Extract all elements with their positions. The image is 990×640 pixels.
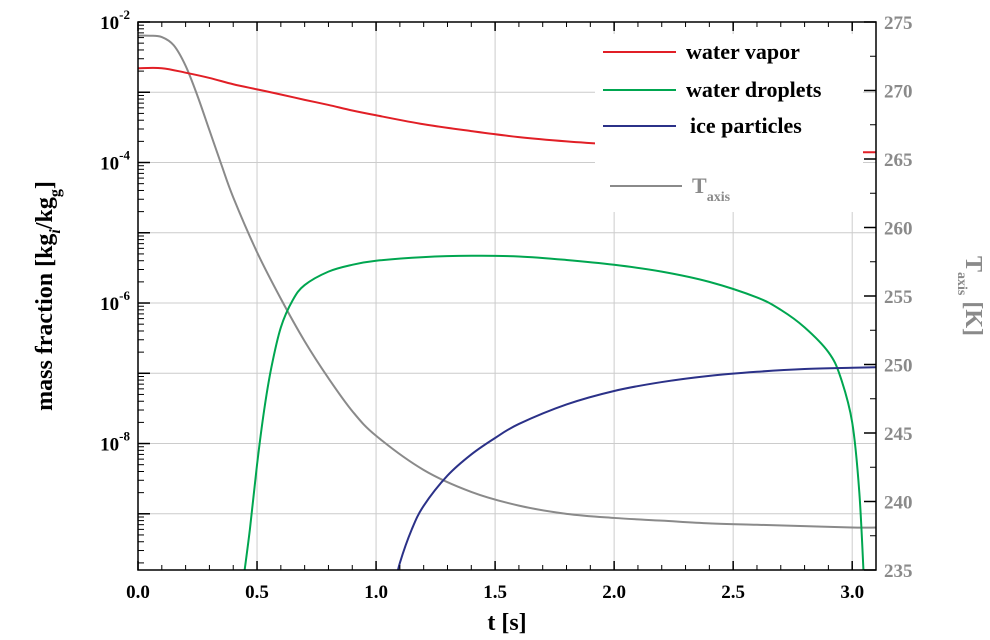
legend-label-t-axis-sub: axis: [707, 190, 731, 205]
y2-axis-title: Taxis [K]: [954, 256, 986, 336]
y-axis-title-main: mass fraction [kg: [32, 234, 58, 411]
legend-label-water-vapor: water vapor: [686, 39, 800, 64]
y2-tick-label: 250: [884, 356, 913, 377]
y-axis-title-sub-i: i: [47, 229, 64, 234]
x-axis-title: t [s]: [487, 610, 526, 636]
y2-axis-title-end: [K]: [960, 295, 986, 336]
series-line-t-axis: [138, 34, 876, 529]
y2-tick-label: 260: [884, 219, 913, 240]
y-axis-title-sub-g: g: [47, 189, 64, 197]
legend-label-ice-particles: ice particles: [690, 113, 802, 138]
y2-tick-label: 255: [884, 287, 913, 308]
y-axis-title-end: ]: [32, 181, 58, 189]
y2-axis-title-main: T: [960, 256, 986, 272]
y2-tick-label: 275: [884, 13, 913, 34]
y2-tick-label: 240: [884, 493, 913, 514]
y-axis-title: mass fraction [kgi/kgg]: [32, 181, 64, 411]
tick-labels: 0.0 0.5 1.0 1.5 2.0 2.5 3.0 10-2 10-4 10-6 10-8 275…: [100, 7, 912, 603]
y2-tick-label: 245: [884, 424, 913, 445]
x-tick-label: 1.0: [364, 582, 388, 603]
x-tick-label: 2.5: [721, 582, 745, 603]
x-tick-label: 0.0: [126, 582, 150, 603]
y-tick-label: 10-2: [100, 7, 130, 34]
y2-axis-title-sub: axis: [954, 272, 969, 296]
y2-tick-label: 270: [884, 82, 913, 103]
series-line-ice-particles: [396, 366, 876, 570]
x-tick-label: 2.0: [602, 582, 626, 603]
x-tick-label: 1.5: [483, 582, 507, 603]
legend-label-water-droplets: water droplets: [686, 77, 822, 102]
y-tick-label: 10-6: [100, 288, 130, 315]
legend: water vapor water droplets ice particles…: [595, 34, 863, 212]
x-tick-label: 0.5: [245, 582, 269, 603]
legend-label-t-axis-main: T: [692, 173, 707, 198]
ticks: [137, 21, 876, 571]
series-line-water-droplets: [243, 254, 865, 570]
y2-tick-label: 265: [884, 150, 913, 171]
y2-tick-label: 235: [884, 561, 913, 582]
y-tick-label: 10-4: [100, 148, 130, 175]
y-axis-title-mid: /kg: [32, 197, 58, 230]
y-tick-label: 10-8: [100, 429, 130, 456]
legend-box: [595, 34, 863, 212]
x-tick-label: 3.0: [840, 582, 864, 603]
legend-label-t-axis: Taxis: [692, 173, 731, 205]
